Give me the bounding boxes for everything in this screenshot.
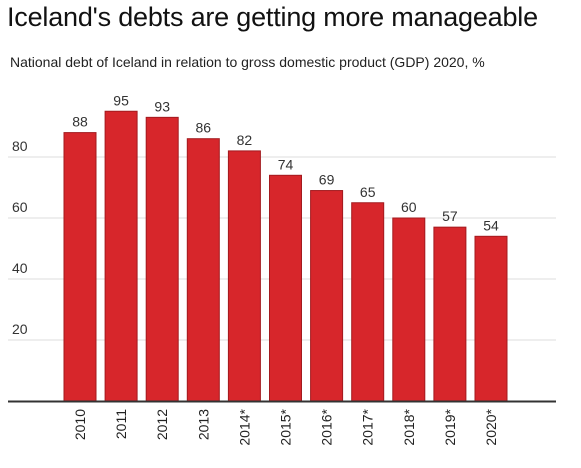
bar-value-label: 95 <box>113 92 129 108</box>
bar <box>186 138 220 402</box>
x-tick-label: 2018* <box>401 408 417 445</box>
bar <box>474 235 508 402</box>
bar <box>104 110 138 402</box>
y-tick-label: 40 <box>12 260 28 276</box>
bar <box>63 132 97 402</box>
bar <box>433 226 467 402</box>
x-tick-label: 2015* <box>278 408 294 445</box>
y-tick-label: 60 <box>12 199 28 215</box>
x-tick-label: 2016* <box>319 408 335 445</box>
x-tick-label: 2012 <box>154 409 170 440</box>
bar-value-label: 65 <box>360 184 376 200</box>
bar-value-label: 69 <box>319 172 335 188</box>
bar-value-label: 86 <box>196 120 212 136</box>
chart-title: Iceland's debts are getting more managea… <box>7 2 538 32</box>
x-tick-label: 2017* <box>360 408 376 445</box>
bar-value-label: 88 <box>72 114 88 130</box>
bar <box>227 150 261 402</box>
x-tick-label: 2019* <box>442 408 458 445</box>
x-tick-label: 2011 <box>113 409 129 439</box>
bars <box>63 110 508 402</box>
bar-value-label: 74 <box>278 156 294 172</box>
bar <box>392 217 426 402</box>
bar-value-label: 82 <box>237 132 253 148</box>
x-tick-label: 2014* <box>236 408 252 445</box>
y-axis-ticks: 20 40 60 80 <box>12 138 28 337</box>
bar-value-label: 93 <box>154 98 170 114</box>
x-tick-label: 2020* <box>483 408 499 445</box>
bar <box>269 174 302 402</box>
x-tick-label: 2010 <box>72 409 88 440</box>
bar <box>351 202 385 402</box>
y-tick-label: 20 <box>12 321 28 337</box>
x-axis-ticks: 2010 2011 2012 2013 2014* 2015* 2016* 2017* 2018… <box>72 408 499 445</box>
bar-value-label: 54 <box>483 217 499 233</box>
data-labels: 88 95 93 86 82 74 69 65 60 57 54 <box>72 92 499 233</box>
bar <box>310 190 344 402</box>
bar-value-label: 60 <box>401 199 417 215</box>
bar-value-label: 57 <box>442 208 458 224</box>
bar <box>145 116 179 402</box>
y-tick-label: 80 <box>12 138 28 154</box>
x-tick-label: 2013 <box>195 409 211 440</box>
chart-subtitle: National debt of Iceland in relation to … <box>10 54 485 70</box>
